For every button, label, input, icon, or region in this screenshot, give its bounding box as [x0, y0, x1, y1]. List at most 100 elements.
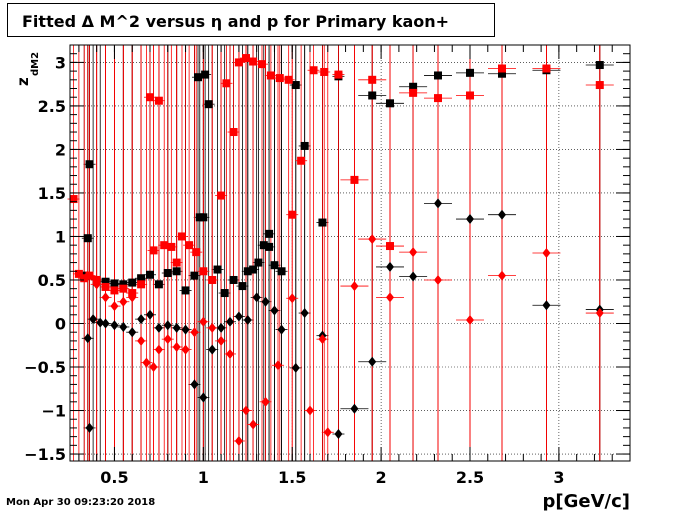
- data-point-diamond-1-18: [226, 316, 234, 327]
- data-point-diamond-1-28: [334, 429, 343, 440]
- data-point-square-0-12: [172, 267, 181, 276]
- data-point-square-0-1: [83, 234, 92, 243]
- data-point-square-0-5: [110, 279, 119, 288]
- data-point-square-2-20: [208, 275, 217, 284]
- data-point-diamond-1-12: [172, 322, 181, 333]
- data-point-diamond-3-15: [208, 322, 217, 333]
- data-point-diamond-1-11: [163, 320, 172, 331]
- data-point-diamond-3-20: [249, 419, 258, 430]
- data-point-square-2-19: [199, 267, 208, 276]
- data-point-square-2-28: [266, 71, 275, 80]
- data-point-square-2-9: [137, 280, 146, 289]
- x-tick-label-1: 1: [198, 468, 209, 487]
- data-point-diamond-1-30: [368, 356, 377, 367]
- y-tick-label-5: 1: [55, 227, 66, 246]
- data-point-square-0-33: [300, 141, 309, 150]
- data-point-diamond-3-32: [466, 315, 474, 326]
- data-point-diamond-1-26: [300, 308, 309, 319]
- data-point-diamond-3-29: [386, 292, 394, 303]
- data-point-square-0-41: [498, 69, 506, 78]
- data-point-square-2-2: [80, 274, 89, 283]
- data-point-square-0-10: [154, 280, 163, 289]
- data-point-diamond-3-25: [318, 334, 327, 345]
- data-point-diamond-3-24: [306, 405, 314, 416]
- data-point-square-2-27: [258, 60, 266, 69]
- data-point-square-0-25: [249, 265, 258, 274]
- data-point-square-0-38: [409, 82, 418, 91]
- data-point-square-2-21: [217, 191, 226, 200]
- data-point-square-0-37: [386, 99, 394, 108]
- data-point-square-2-32: [297, 156, 306, 165]
- data-point-square-0-27: [259, 241, 268, 250]
- data-point-diamond-1-9: [146, 309, 154, 320]
- y-tick-label-7: 2: [55, 140, 66, 159]
- data-point-diamond-1-10: [154, 322, 163, 333]
- data-point-square-0-22: [229, 275, 238, 284]
- data-point-diamond-3-3: [110, 301, 119, 312]
- x-tick-label-0: 0.5: [100, 468, 128, 487]
- y-tick-label-4: 0.5: [38, 271, 66, 290]
- data-point-diamond-3-1: [92, 279, 101, 290]
- markers-layer: [69, 54, 604, 446]
- data-point-diamond-1-20: [243, 315, 252, 326]
- data-point-diamond-1-14: [190, 379, 199, 390]
- plot-frame: [69, 44, 631, 462]
- data-point-square-0-14: [190, 271, 199, 280]
- data-point-diamond-1-31: [386, 261, 394, 272]
- data-point-square-0-7: [128, 278, 137, 287]
- data-point-diamond-1-36: [542, 300, 551, 311]
- data-point-diamond-1-24: [277, 324, 286, 335]
- data-point-diamond-1-16: [208, 344, 217, 355]
- grid-layer: [70, 45, 630, 461]
- data-point-square-2-35: [334, 70, 343, 79]
- data-point-diamond-1-22: [261, 296, 270, 307]
- data-point-diamond-3-34: [542, 248, 551, 258]
- data-point-square-0-36: [368, 91, 377, 100]
- data-point-square-2-13: [160, 241, 169, 250]
- data-point-square-0-13: [181, 286, 190, 295]
- data-point-square-0-19: [204, 100, 213, 109]
- data-point-diamond-1-19: [234, 311, 243, 322]
- data-point-diamond-1-33: [434, 198, 442, 209]
- data-point-square-2-41: [466, 91, 474, 100]
- data-point-diamond-1-0: [85, 422, 94, 433]
- data-point-diamond-3-28: [368, 234, 377, 245]
- data-point-square-2-40: [434, 94, 442, 103]
- data-point-square-2-42: [498, 64, 506, 73]
- title-box: Fitted Δ M^2 versus η and p for Primary …: [7, 3, 495, 37]
- x-tick-label-2: 1.5: [278, 468, 306, 487]
- data-point-square-0-39: [434, 71, 442, 80]
- data-point-square-0-20: [213, 265, 222, 274]
- data-point-square-2-6: [110, 286, 119, 295]
- data-point-square-0-18: [201, 70, 210, 79]
- data-point-square-2-18: [192, 248, 201, 257]
- data-point-diamond-1-3: [96, 317, 105, 328]
- data-point-square-2-24: [234, 58, 243, 67]
- data-point-diamond-1-6: [119, 321, 128, 332]
- data-point-diamond-3-23: [288, 293, 297, 304]
- data-point-square-2-14: [167, 242, 176, 251]
- data-point-square-2-16: [178, 232, 186, 241]
- data-point-diamond-3-2: [101, 292, 110, 303]
- data-point-diamond-3-4: [119, 296, 128, 307]
- data-point-square-0-34: [318, 218, 327, 227]
- data-point-diamond-1-35: [498, 209, 506, 220]
- data-point-square-0-43: [595, 61, 604, 70]
- data-point-square-2-7: [119, 284, 128, 293]
- data-point-square-2-29: [275, 74, 284, 83]
- data-point-square-0-8: [137, 274, 146, 283]
- data-point-square-0-17: [199, 213, 208, 222]
- data-point-square-2-34: [320, 67, 329, 76]
- data-point-diamond-3-5: [128, 292, 137, 303]
- data-point-square-0-32: [291, 81, 300, 90]
- y-axis-title-sub: dM2: [30, 52, 41, 76]
- x-axis-title: p[GeV/c]: [543, 491, 631, 512]
- y-tick-label-3: 0: [55, 314, 66, 333]
- data-point-square-2-26: [249, 57, 258, 66]
- data-point-diamond-3-14: [199, 316, 208, 327]
- timestamp: Mon Apr 30 09:23:20 2018: [6, 497, 156, 508]
- data-point-square-0-30: [270, 261, 279, 270]
- data-point-square-0-11: [163, 269, 172, 278]
- data-point-diamond-3-31: [434, 274, 442, 285]
